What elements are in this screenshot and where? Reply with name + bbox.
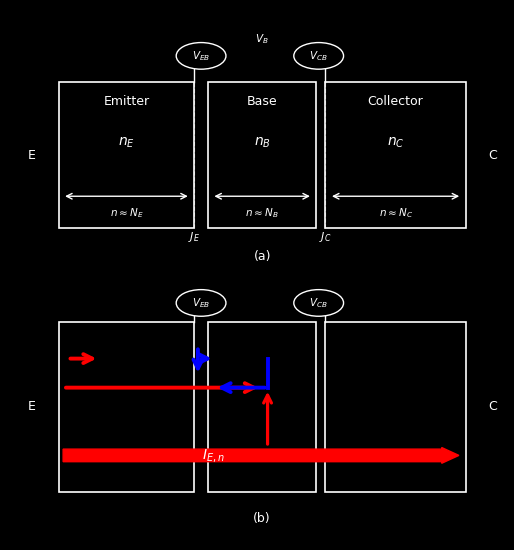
Text: $n \approx N_B$: $n \approx N_B$	[245, 206, 279, 220]
Text: $V_{EB}$: $V_{EB}$	[192, 49, 210, 63]
Text: $V_{EB}$: $V_{EB}$	[192, 296, 210, 310]
Text: $J_C$: $J_C$	[319, 230, 332, 244]
Text: $V_B$: $V_B$	[255, 32, 269, 46]
FancyArrow shape	[63, 448, 459, 463]
Text: C: C	[488, 400, 497, 414]
Text: $J_E$: $J_E$	[188, 230, 200, 244]
Text: Base: Base	[247, 95, 278, 108]
Text: $n_B$: $n_B$	[254, 136, 270, 150]
Text: $V_{CB}$: $V_{CB}$	[309, 296, 328, 310]
Text: C: C	[488, 148, 497, 162]
Bar	[208, 322, 317, 492]
Text: $n_C$: $n_C$	[387, 136, 405, 150]
Text: $n_E$: $n_E$	[118, 136, 135, 150]
Text: Collector: Collector	[368, 95, 424, 108]
Text: $I_{E,n}$: $I_{E,n}$	[202, 447, 225, 464]
Bar	[325, 322, 466, 492]
Text: $V_{CB}$: $V_{CB}$	[309, 49, 328, 63]
Text: (b): (b)	[253, 512, 271, 525]
Text: E: E	[28, 400, 35, 414]
Text: (a): (a)	[253, 250, 271, 263]
Bar	[59, 82, 194, 228]
Bar	[208, 82, 317, 228]
Text: Emitter: Emitter	[103, 95, 150, 108]
Text: $n \approx N_E$: $n \approx N_E$	[109, 206, 143, 220]
Bar	[325, 82, 466, 228]
Text: E: E	[28, 148, 35, 162]
Bar	[59, 322, 194, 492]
Text: $n \approx N_C$: $n \approx N_C$	[378, 206, 413, 220]
